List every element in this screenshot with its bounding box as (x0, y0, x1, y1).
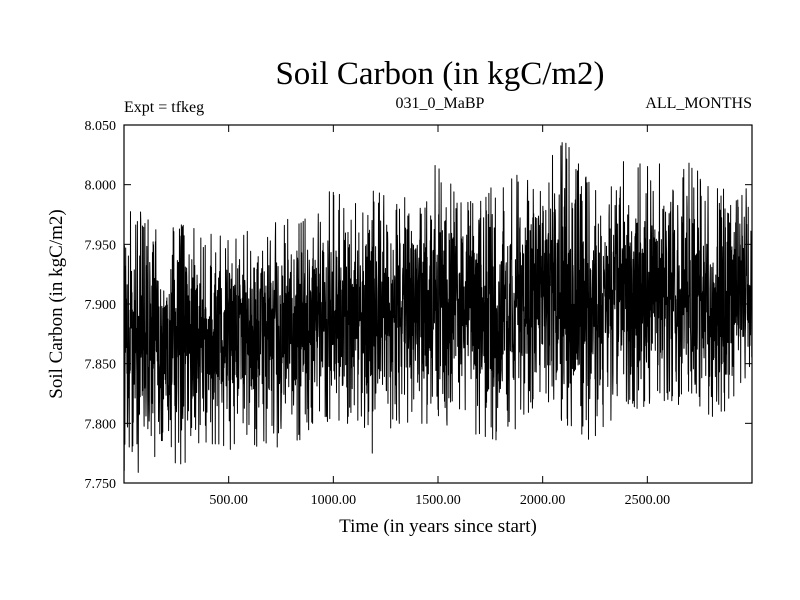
months-label: ALL_MONTHS (645, 95, 752, 112)
plot-frame (123, 124, 753, 484)
experiment-label: Expt = tfkeg (124, 99, 204, 116)
y-axis-label: Soil Carbon (in kgC/m2) (46, 209, 67, 398)
x-tick-label: 500.00 (209, 493, 248, 508)
period-label: 031_0_MaBP (396, 95, 485, 112)
soil-carbon-line (123, 142, 753, 473)
x-tick-label: 1000.00 (311, 493, 357, 508)
x-tick-label: 2000.00 (520, 493, 566, 508)
y-tick-label: 7.850 (85, 358, 117, 373)
y-tick-label: 7.750 (85, 477, 117, 492)
y-tick-label: 8.000 (85, 179, 117, 194)
y-tick-label: 7.950 (85, 238, 117, 253)
chart-title: Soil Carbon (in kgC/m2) (275, 56, 604, 92)
y-tick-label: 8.050 (85, 119, 117, 134)
plot-data (123, 142, 753, 473)
x-axis-label: Time (in years since start) (339, 516, 537, 537)
x-tick-label: 1500.00 (415, 493, 461, 508)
y-tick-label: 7.900 (85, 298, 117, 313)
x-tick-label: 2500.00 (625, 493, 671, 508)
axis-ticks: 500.00 1000.00 1500.00 2000.00 2500.00 7.750 7… (85, 119, 752, 508)
y-tick-label: 7.800 (85, 417, 117, 432)
